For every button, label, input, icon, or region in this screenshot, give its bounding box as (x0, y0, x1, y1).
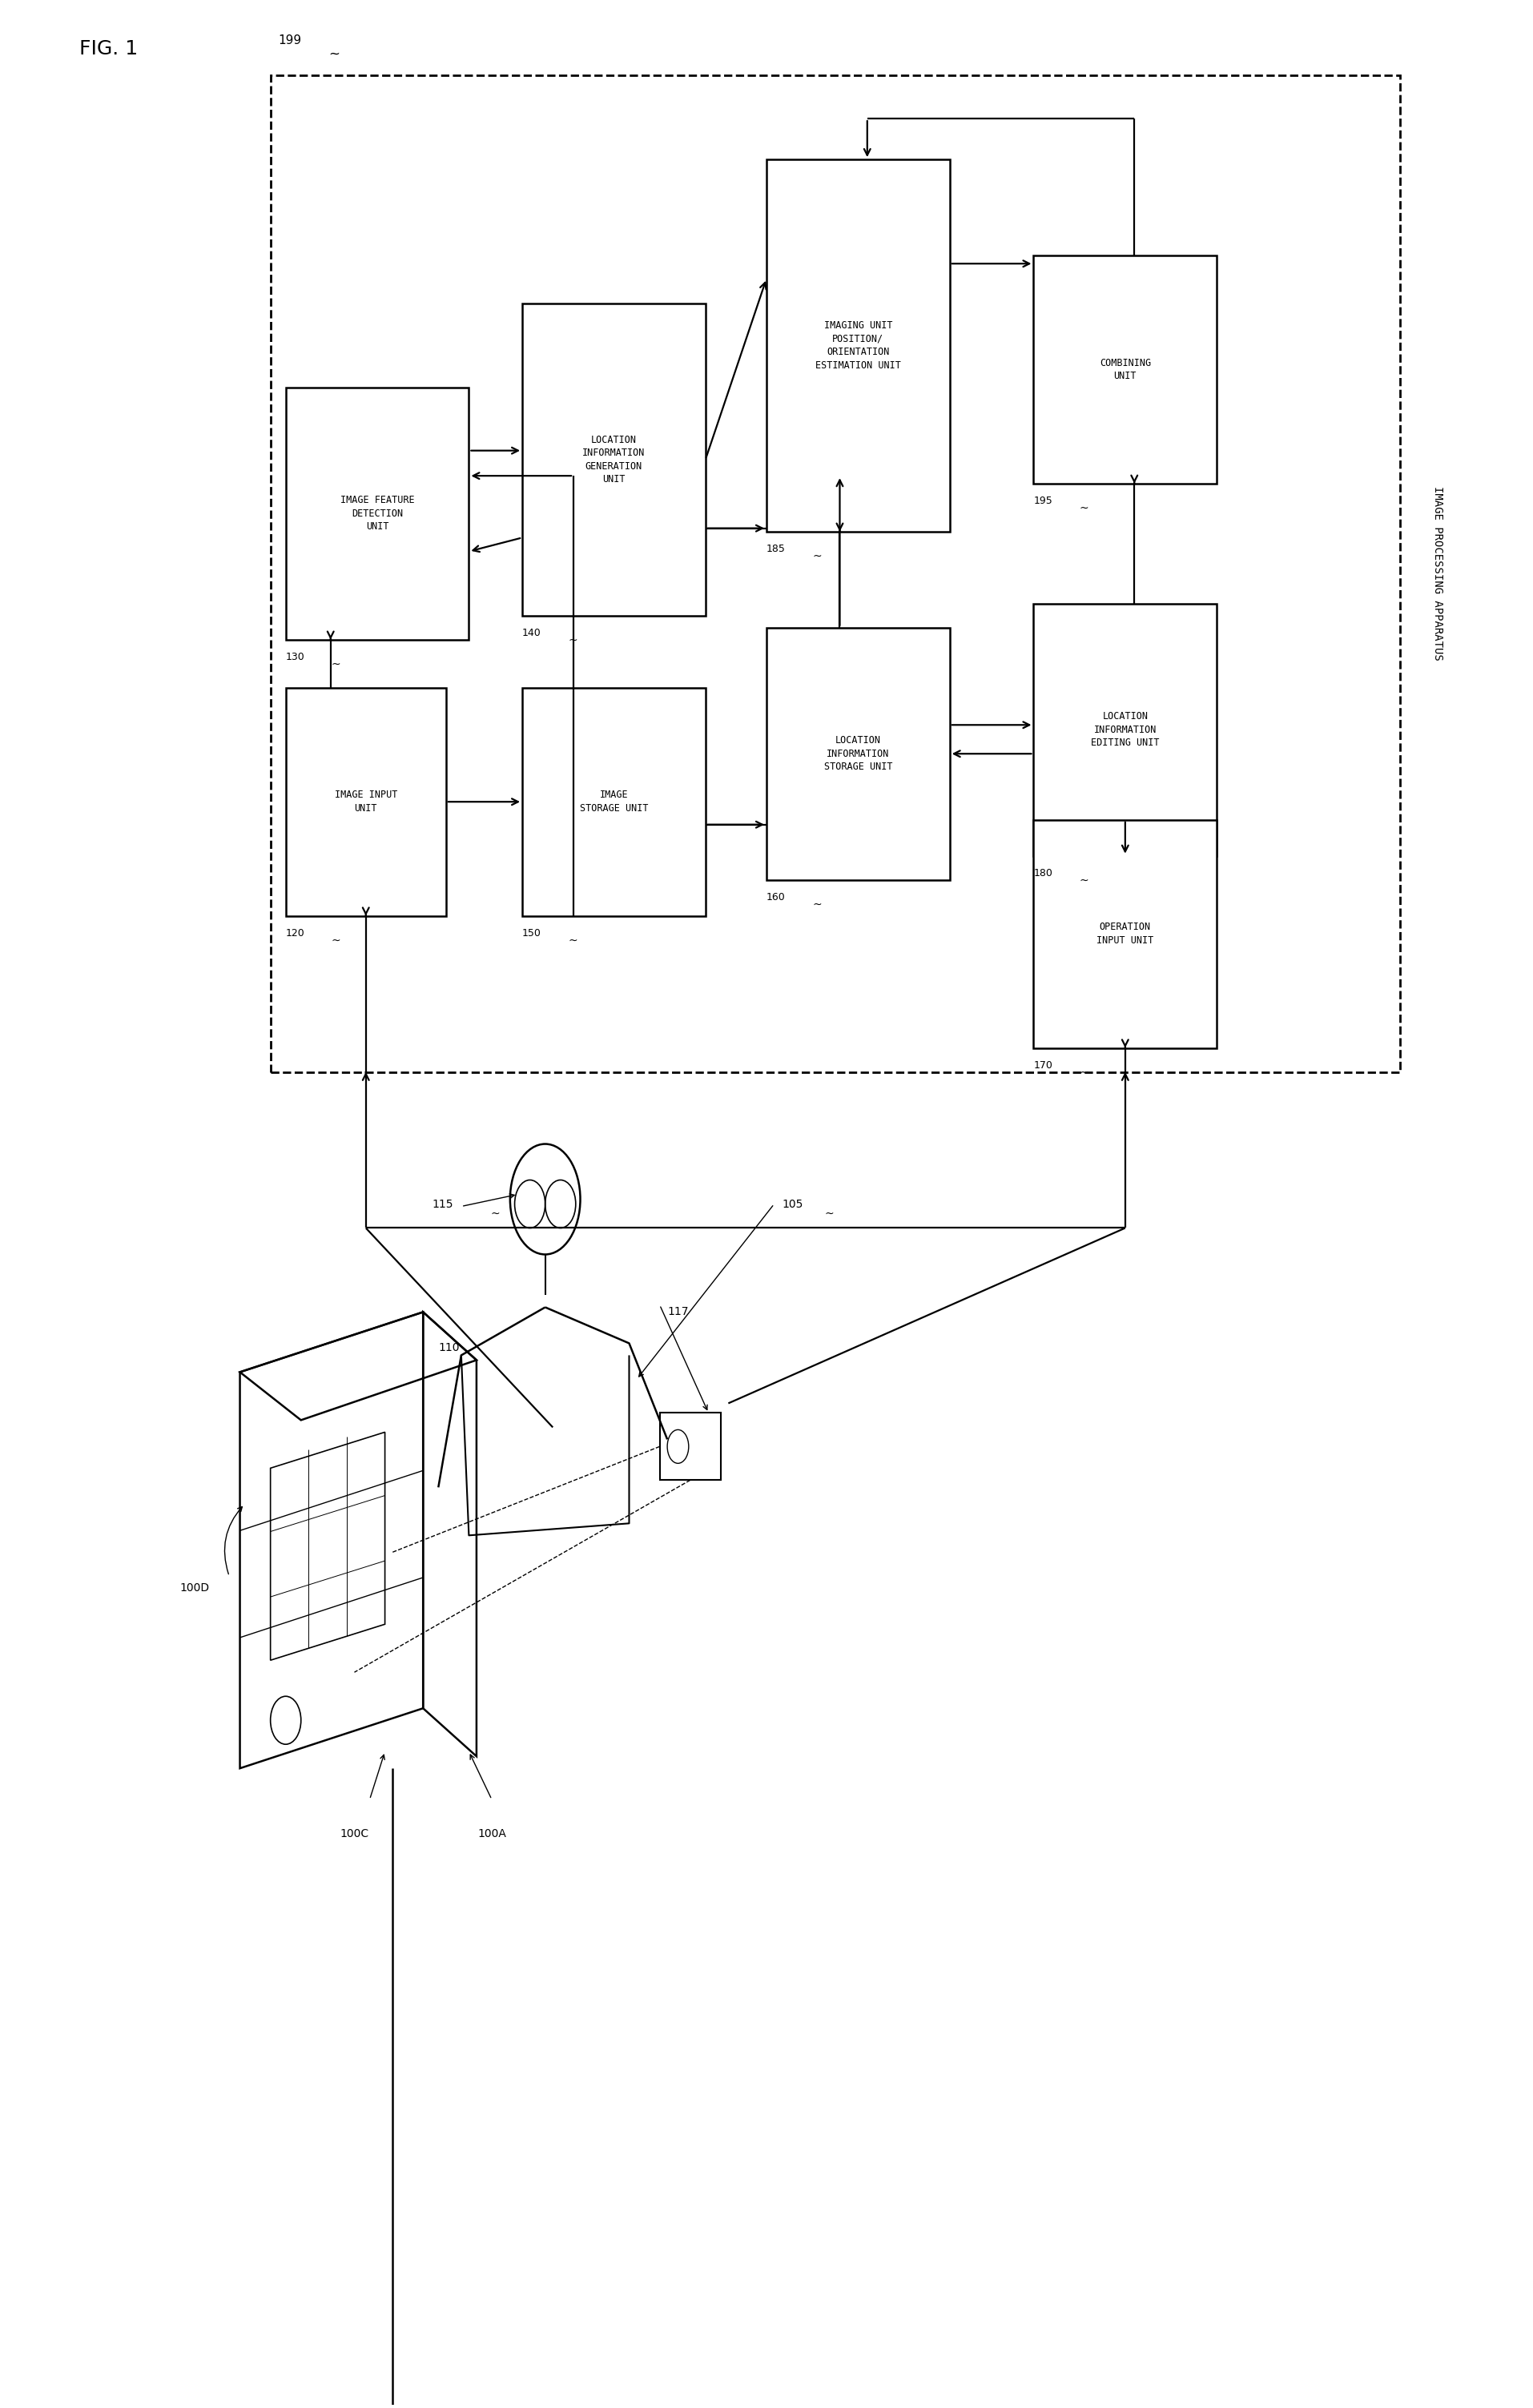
Text: 105: 105 (782, 1199, 803, 1209)
Text: ~: ~ (331, 660, 340, 669)
Text: LOCATION
INFORMATION
GENERATION
UNIT: LOCATION INFORMATION GENERATION UNIT (583, 433, 645, 484)
Text: COMBINING
UNIT: COMBINING UNIT (1099, 359, 1151, 380)
Text: ~: ~ (1079, 874, 1088, 886)
Bar (1033, 604, 1217, 855)
Text: 170: 170 (1033, 1060, 1053, 1069)
Text: 160: 160 (766, 891, 785, 903)
Text: 130: 130 (285, 653, 305, 662)
Bar (285, 689, 446, 915)
Text: ~: ~ (569, 934, 578, 946)
Text: ~: ~ (812, 551, 822, 561)
Text: ~: ~ (331, 934, 340, 946)
Text: 140: 140 (523, 628, 541, 638)
Text: LOCATION
INFORMATION
STORAGE UNIT: LOCATION INFORMATION STORAGE UNIT (823, 734, 892, 773)
Text: IMAGING UNIT
POSITION/
ORIENTATION
ESTIMATION UNIT: IMAGING UNIT POSITION/ ORIENTATION ESTIM… (816, 320, 901, 371)
Text: 120: 120 (285, 927, 305, 939)
Text: 199: 199 (277, 34, 302, 46)
Text: ~: ~ (1079, 503, 1088, 513)
Text: 100C: 100C (340, 1828, 369, 1840)
Bar (270, 75, 1400, 1072)
Bar (1033, 819, 1217, 1047)
Text: ~: ~ (1079, 1067, 1088, 1079)
Text: ~: ~ (491, 1209, 500, 1218)
Text: OPERATION
INPUT UNIT: OPERATION INPUT UNIT (1096, 922, 1154, 946)
Text: IMAGE INPUT
UNIT: IMAGE INPUT UNIT (334, 790, 397, 814)
Text: 185: 185 (766, 544, 785, 554)
Text: IMAGE
STORAGE UNIT: IMAGE STORAGE UNIT (579, 790, 648, 814)
Bar (523, 303, 705, 616)
Text: ~: ~ (825, 1209, 834, 1218)
Bar (1033, 255, 1217, 484)
Text: ~: ~ (812, 898, 822, 910)
Bar (659, 1413, 721, 1481)
Text: 100D: 100D (179, 1582, 210, 1594)
Text: 115: 115 (432, 1199, 454, 1209)
Bar (766, 628, 949, 879)
Text: 117: 117 (667, 1308, 688, 1317)
Text: ~: ~ (569, 636, 578, 645)
Text: 110: 110 (438, 1344, 460, 1353)
Bar (285, 388, 469, 641)
Text: ~: ~ (328, 46, 340, 60)
Polygon shape (270, 1433, 385, 1659)
Text: FIG. 1: FIG. 1 (80, 39, 138, 58)
Bar (766, 159, 949, 532)
Text: 150: 150 (523, 927, 541, 939)
Text: 100A: 100A (477, 1828, 506, 1840)
Bar (523, 689, 705, 915)
Text: 180: 180 (1033, 867, 1053, 879)
Text: 195: 195 (1033, 496, 1053, 506)
Text: IMAGE PROCESSING APPARATUS: IMAGE PROCESSING APPARATUS (1432, 486, 1444, 660)
Text: LOCATION
INFORMATION
EDITING UNIT: LOCATION INFORMATION EDITING UNIT (1091, 710, 1159, 749)
Text: IMAGE FEATURE
DETECTION
UNIT: IMAGE FEATURE DETECTION UNIT (340, 496, 414, 532)
